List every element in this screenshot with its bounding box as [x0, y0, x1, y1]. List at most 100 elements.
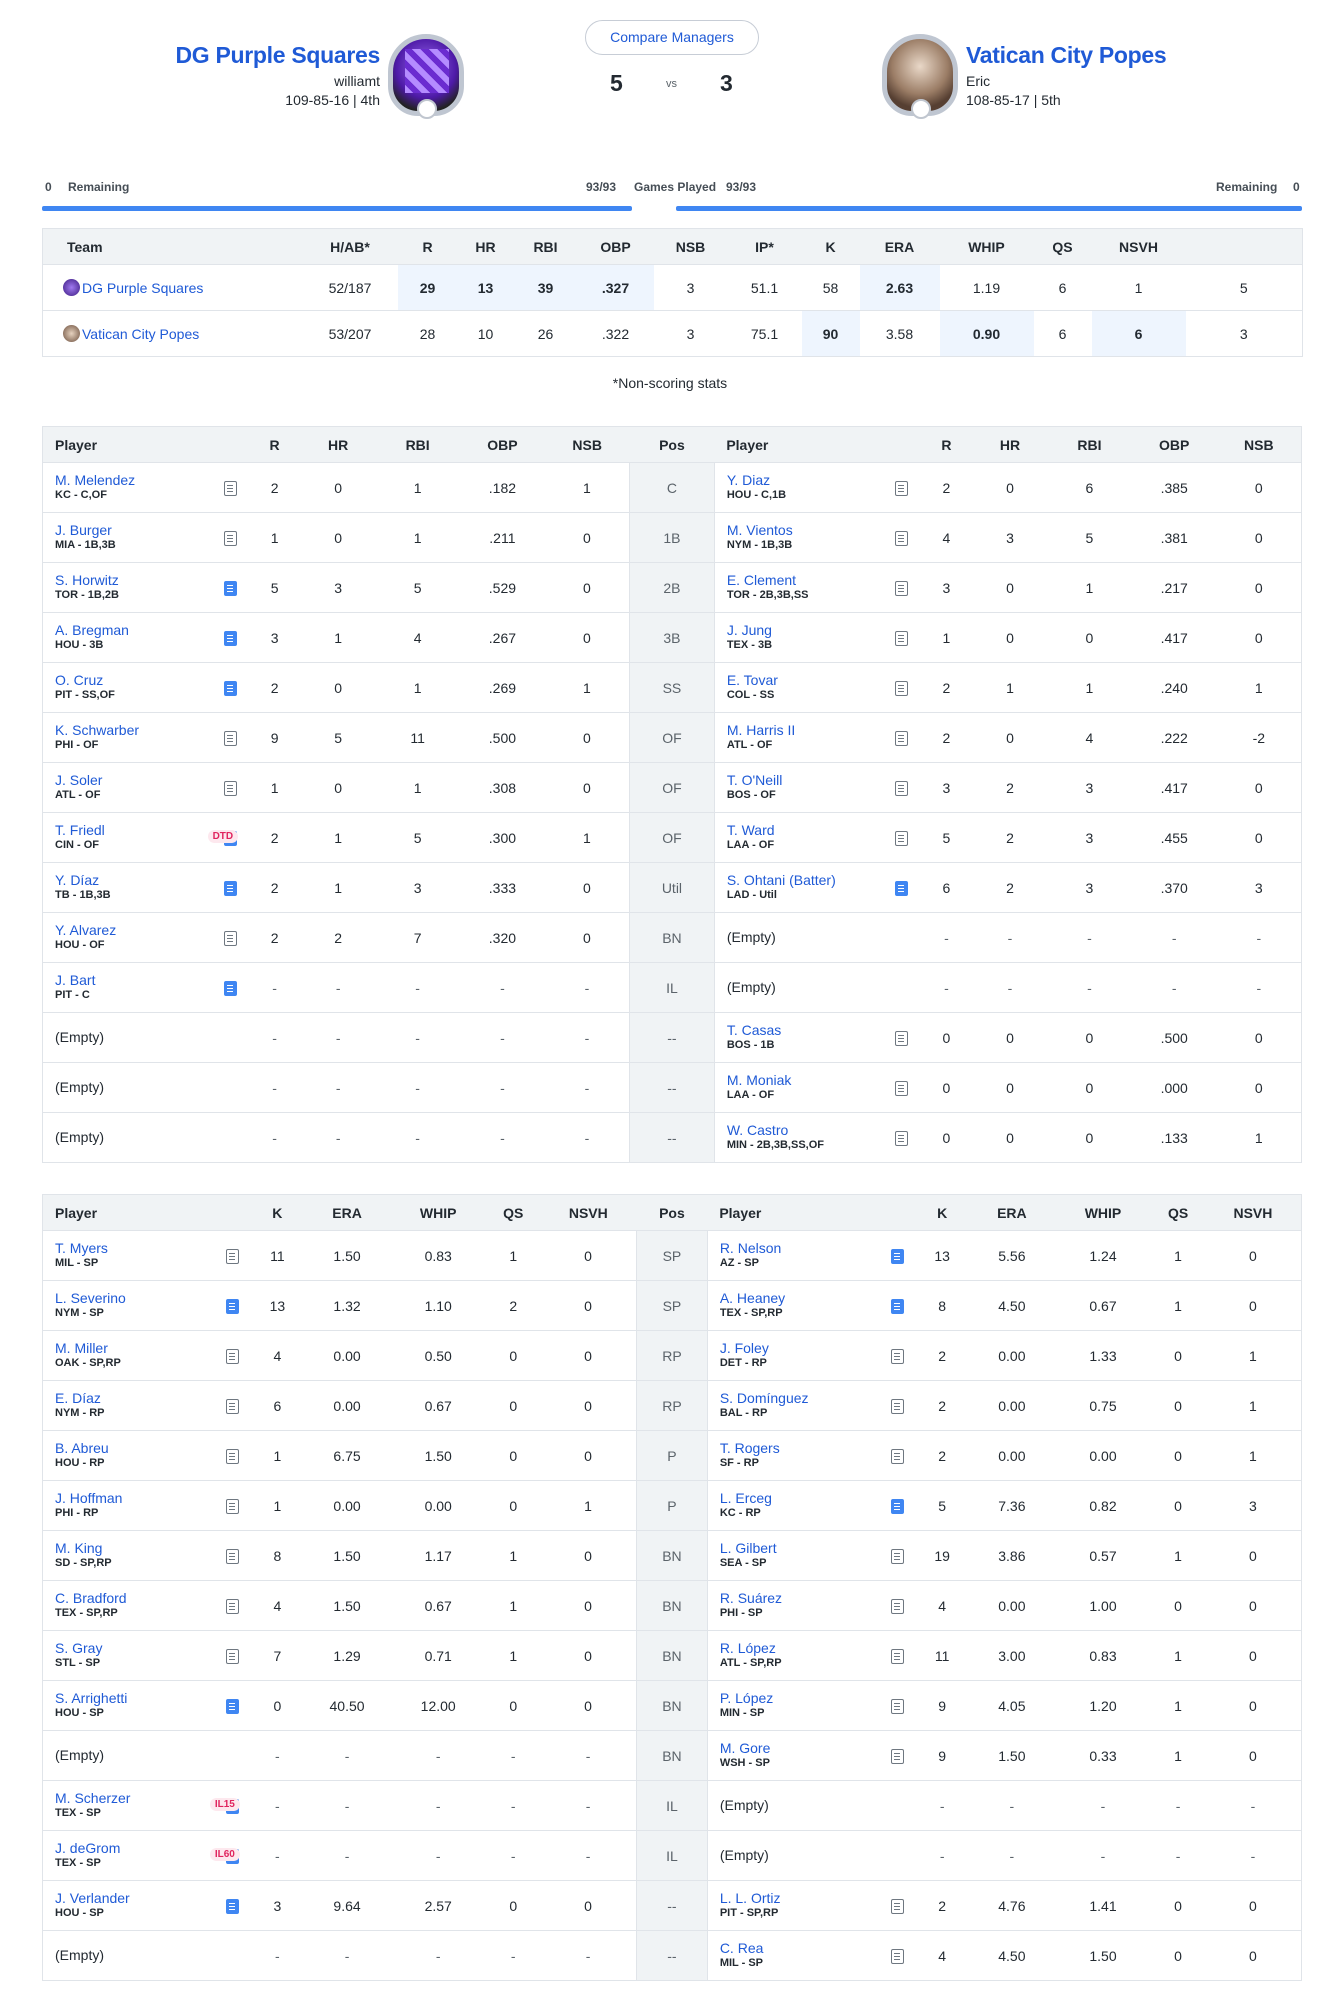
- player-notes-icon[interactable]: [225, 1248, 239, 1264]
- player-notes-icon[interactable]: [225, 1698, 239, 1714]
- summary-team-cell[interactable]: DG Purple Squares: [42, 264, 303, 311]
- right-team-logo[interactable]: [882, 34, 958, 119]
- player-notes-icon[interactable]: [895, 630, 909, 646]
- player-notes-icon[interactable]: [223, 980, 237, 996]
- player-name-link[interactable]: M. King: [55, 1539, 103, 1556]
- player-cell[interactable]: T. Myers MIL - SP: [42, 1230, 215, 1281]
- player-notes-icon[interactable]: [223, 930, 237, 946]
- player-notes-icon[interactable]: [225, 1648, 239, 1664]
- player-cell[interactable]: M. Moniak LAA - OF: [714, 1062, 884, 1113]
- player-name-link[interactable]: L. L. Ortiz: [719, 1889, 781, 1906]
- player-name-link[interactable]: W. Castro: [726, 1121, 789, 1138]
- player-name-link[interactable]: S. Ohtani (Batter): [726, 871, 836, 888]
- player-name-link[interactable]: M. Gore: [719, 1739, 771, 1756]
- player-name-link[interactable]: T. Rogers: [719, 1439, 780, 1456]
- player-name-link[interactable]: T. O'Neill: [726, 771, 783, 788]
- player-cell[interactable]: Y. Diaz HOU - C,1B: [714, 462, 884, 513]
- player-name-link[interactable]: S. Gray: [55, 1639, 103, 1656]
- player-notes-icon[interactable]: [890, 1248, 904, 1264]
- right-team-name[interactable]: Vatican City Popes: [966, 42, 1167, 68]
- player-notes-icon[interactable]: [895, 1030, 909, 1046]
- player-name-link[interactable]: J. Foley: [719, 1339, 769, 1356]
- player-notes-icon[interactable]: [895, 530, 909, 546]
- player-notes-icon[interactable]: [890, 1748, 904, 1764]
- player-notes-icon[interactable]: [890, 1598, 904, 1614]
- player-name-link[interactable]: T. Myers: [55, 1239, 108, 1256]
- player-notes-icon[interactable]: [225, 1348, 239, 1364]
- player-notes-icon[interactable]: [895, 730, 909, 746]
- player-name-link[interactable]: Y. Díaz: [55, 871, 100, 888]
- player-cell[interactable]: J. Verlander HOU - SP: [42, 1880, 215, 1931]
- player-notes-icon[interactable]: [895, 680, 909, 696]
- player-name-link[interactable]: J. Burger: [55, 521, 112, 538]
- player-name-link[interactable]: J. Verlander: [55, 1889, 130, 1906]
- summary-team-name[interactable]: Vatican City Popes: [82, 326, 200, 342]
- player-name-link[interactable]: A. Bregman: [55, 621, 129, 638]
- summary-team-cell[interactable]: Vatican City Popes: [42, 310, 303, 357]
- player-name-link[interactable]: S. Domínguez: [719, 1389, 809, 1406]
- player-cell[interactable]: J. Jung TEX - 3B: [714, 612, 884, 663]
- player-name-link[interactable]: M. Moniak: [726, 1071, 792, 1088]
- player-name-link[interactable]: T. Friedl: [55, 821, 105, 838]
- player-cell[interactable]: O. Cruz PIT - SS,OF: [42, 662, 213, 713]
- player-cell[interactable]: J. Burger MIA - 1B,3B: [42, 512, 213, 563]
- player-notes-icon[interactable]: [890, 1448, 904, 1464]
- player-name-link[interactable]: J. Soler: [55, 771, 103, 788]
- player-notes-icon[interactable]: [895, 580, 909, 596]
- player-name-link[interactable]: R. Suárez: [719, 1589, 783, 1606]
- player-notes-icon[interactable]: [223, 680, 237, 696]
- player-name-link[interactable]: L. Gilbert: [719, 1539, 777, 1556]
- player-name-link[interactable]: P. López: [719, 1689, 774, 1706]
- player-cell[interactable]: M. Gore WSH - SP: [707, 1730, 879, 1781]
- player-notes-icon[interactable]: [223, 480, 237, 496]
- player-name-link[interactable]: M. Melendez: [55, 471, 136, 488]
- player-cell[interactable]: J. deGrom TEX - SP: [42, 1830, 215, 1881]
- player-notes-icon[interactable]: [890, 1648, 904, 1664]
- player-notes-icon[interactable]: [223, 780, 237, 796]
- player-cell[interactable]: P. López MIN - SP: [707, 1680, 879, 1731]
- player-name-link[interactable]: T. Casas: [726, 1021, 782, 1038]
- player-notes-icon[interactable]: [890, 1498, 904, 1514]
- player-name-link[interactable]: R. Nelson: [719, 1239, 782, 1256]
- player-notes-icon[interactable]: [223, 530, 237, 546]
- player-cell[interactable]: A. Heaney TEX - SP,RP: [707, 1280, 879, 1331]
- player-cell[interactable]: A. Bregman HOU - 3B: [42, 612, 213, 663]
- player-name-link[interactable]: L. Erceg: [719, 1489, 772, 1506]
- player-cell[interactable]: M. King SD - SP,RP: [42, 1530, 215, 1581]
- player-cell[interactable]: C. Rea MIL - SP: [707, 1930, 879, 1981]
- summary-team-name[interactable]: DG Purple Squares: [82, 280, 204, 296]
- player-notes-icon[interactable]: [223, 630, 237, 646]
- player-notes-icon[interactable]: [223, 880, 237, 896]
- player-notes-icon[interactable]: [225, 1898, 239, 1914]
- player-notes-icon[interactable]: [890, 1948, 904, 1964]
- player-notes-icon[interactable]: [223, 580, 237, 596]
- player-name-link[interactable]: R. López: [719, 1639, 776, 1656]
- player-cell[interactable]: M. Harris II ATL - OF: [714, 712, 884, 763]
- player-notes-icon[interactable]: [890, 1398, 904, 1414]
- player-name-link[interactable]: Y. Alvarez: [55, 921, 117, 938]
- player-name-link[interactable]: C. Rea: [719, 1939, 764, 1956]
- player-notes-icon[interactable]: [895, 1080, 909, 1096]
- player-cell[interactable]: K. Schwarber PHI - OF: [42, 712, 213, 763]
- player-cell[interactable]: T. O'Neill BOS - OF: [714, 762, 884, 813]
- player-cell[interactable]: L. L. Ortiz PIT - SP,RP: [707, 1880, 879, 1931]
- player-notes-icon[interactable]: [225, 1298, 239, 1314]
- player-name-link[interactable]: K. Schwarber: [55, 721, 140, 738]
- player-cell[interactable]: L. Gilbert SEA - SP: [707, 1530, 879, 1581]
- player-name-link[interactable]: C. Bradford: [55, 1589, 127, 1606]
- player-name-link[interactable]: J. Bart: [55, 971, 96, 988]
- player-cell[interactable]: S. Domínguez BAL - RP: [707, 1380, 879, 1431]
- player-cell[interactable]: T. Casas BOS - 1B: [714, 1012, 884, 1063]
- player-cell[interactable]: M. Vientos NYM - 1B,3B: [714, 512, 884, 563]
- player-cell[interactable]: M. Melendez KC - C,OF: [42, 462, 213, 513]
- player-notes-icon[interactable]: [895, 830, 909, 846]
- player-notes-icon[interactable]: [225, 1548, 239, 1564]
- player-cell[interactable]: T. Friedl CIN - OF: [42, 812, 213, 863]
- player-notes-icon[interactable]: [890, 1348, 904, 1364]
- player-cell[interactable]: L. Severino NYM - SP: [42, 1280, 215, 1331]
- player-cell[interactable]: T. Ward LAA - OF: [714, 812, 884, 863]
- player-cell[interactable]: M. Miller OAK - SP,RP: [42, 1330, 215, 1381]
- player-notes-icon[interactable]: [225, 1498, 239, 1514]
- player-cell[interactable]: R. Nelson AZ - SP: [707, 1230, 879, 1281]
- player-name-link[interactable]: M. Miller: [55, 1339, 108, 1356]
